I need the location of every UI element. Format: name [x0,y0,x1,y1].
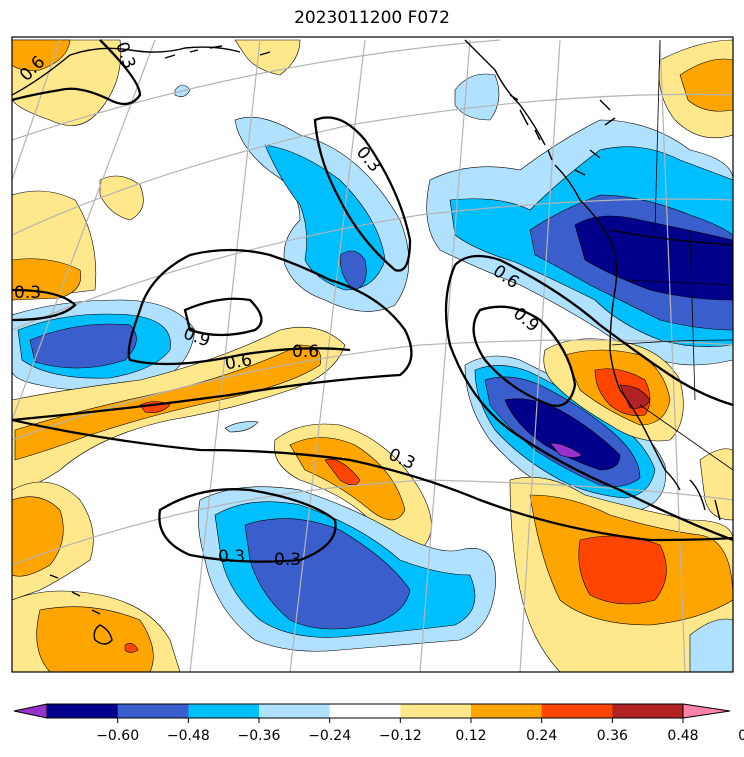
graticule [12,39,733,672]
colorbar-bin [541,704,613,718]
colorbar-bin [612,704,684,718]
contour-lines [12,39,733,563]
contour-label: 0.3 [218,547,245,567]
colorbar-tick-label: −0.24 [308,728,351,744]
contour-label: 0.3 [274,550,301,570]
colorbar-tick-label: 0.48 [667,728,698,744]
colorbar-bin [471,704,543,718]
map-title: 2023011200 F072 [294,8,450,28]
colorbar: −0.60 −0.48 −0.36 −0.24 −0.12 0.12 0.24 0.36 0.4… [13,703,744,744]
colorbar-bin [259,704,331,718]
colorbar-bin [400,704,472,718]
colorbar-tick-label: −0.36 [238,728,281,744]
map-frame [11,36,734,673]
colorbar-tick-label: 0.36 [597,728,628,744]
colorbar-extend-high [682,703,731,719]
colorbar-extend-low [13,703,48,719]
colorbar-bin [47,704,119,718]
colorbar-tick-label: 0.24 [526,728,557,744]
contour-label: 0.6 [223,350,253,374]
colorbar-tick-label: 0.12 [455,728,486,744]
contour-label: 0.3 [14,283,41,303]
contour-label: 0.6 [292,342,319,362]
colorbar-tick-label: −0.60 [96,728,139,744]
colorbar-tick-label: −0.48 [167,728,210,744]
colorbar-bin [329,704,401,718]
map-area: 0.6 0.3 0.3 0.3 0.9 0.6 0.6 0.6 0.9 0.3 … [12,37,733,672]
colorbar-tick-label: −0.12 [379,728,422,744]
coastlines [12,39,733,645]
colorbar-tick-label: 0.60 [738,728,744,744]
colorbar-bin [117,704,189,718]
colorbar-bin [188,704,260,718]
